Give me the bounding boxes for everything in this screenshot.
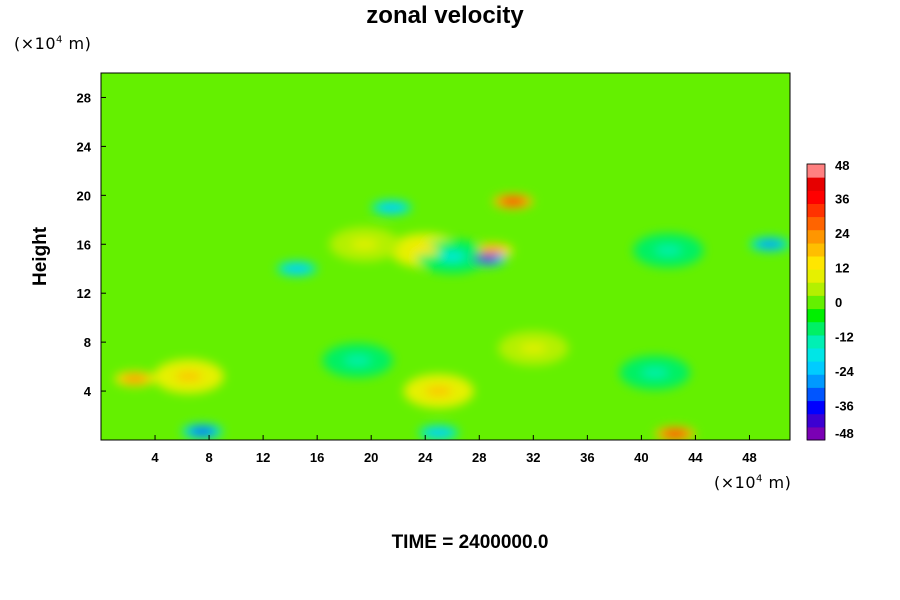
field-feature-core	[654, 246, 682, 255]
field-feature-core	[411, 246, 439, 255]
x-tick-label: 20	[364, 450, 378, 465]
field-features	[114, 194, 790, 440]
colorbar-segment	[807, 269, 825, 283]
field-feature-core	[756, 239, 784, 249]
colorbar-tick-label: 36	[835, 192, 849, 207]
colorbar-segment	[807, 308, 825, 323]
colorbar-segment	[807, 374, 825, 388]
colorbar-segment	[807, 387, 825, 402]
plot-frame	[100, 72, 791, 441]
colorbar-segment	[807, 177, 825, 191]
colorbar-segment	[807, 361, 825, 375]
field-feature-core	[377, 203, 405, 212]
field-feature-core	[438, 252, 466, 261]
colorbar-tick-label: -12	[835, 330, 854, 345]
colorbar-segment	[807, 256, 825, 270]
y-axis: 4 8 12 16 20 24 28	[77, 90, 106, 399]
field-feature-core	[188, 427, 216, 436]
field-feature-core	[661, 429, 689, 439]
field-feature-core	[425, 386, 453, 396]
colorbar-segment	[807, 164, 825, 178]
x-tick-label: 36	[580, 450, 594, 465]
x-tick-label: 44	[688, 450, 703, 465]
time-annotation: TIME = 2400000.0	[391, 532, 549, 553]
colorbar: 48 36 24 12 0 -12 -24 -36 -48	[806, 158, 855, 441]
field-feature-core	[344, 356, 372, 365]
x-axis: 4 8 12 16 20 24 28 32 36 40 44 48	[151, 435, 757, 465]
x-tick-label: 28	[472, 450, 486, 465]
y-tick-label: 28	[77, 90, 91, 105]
plot-area	[101, 73, 790, 440]
colorbar-segment	[807, 334, 825, 349]
field-feature-core	[499, 197, 527, 206]
x-tick-label: 32	[526, 450, 540, 465]
y-tick-label: 20	[77, 188, 91, 203]
x-tick-label: 40	[634, 450, 648, 465]
y-tick-label: 16	[77, 237, 91, 252]
colorbar-segment	[807, 426, 825, 441]
x-tick-label: 24	[418, 450, 433, 465]
colorbar-segment	[807, 413, 825, 428]
colorbar-tick-label: 48	[835, 158, 849, 173]
x-tick-label: 12	[256, 450, 270, 465]
field-feature-core	[479, 246, 507, 255]
colorbar-segment	[807, 203, 825, 218]
chart-title: zonal velocity	[366, 2, 524, 29]
field-feature-core	[175, 372, 203, 381]
y-tick-label: 24	[77, 139, 92, 154]
colorbar-tick-label: -36	[835, 399, 854, 414]
field-feature-core	[350, 239, 378, 249]
field-feature-core	[283, 264, 311, 274]
x-tick-label: 4	[151, 450, 159, 465]
field-feature-core	[641, 368, 669, 377]
x-tick-label: 48	[742, 450, 756, 465]
y-tick-label: 12	[77, 286, 91, 301]
x-tick-label: 8	[205, 450, 212, 465]
field-feature-core	[519, 343, 547, 353]
colorbar-tick-label: -24	[835, 364, 855, 379]
colorbar-segment	[807, 321, 825, 336]
field-feature-core	[472, 254, 500, 264]
colorbar-segment	[807, 348, 825, 362]
y-axis-unit: (×104 m)	[14, 34, 92, 53]
colorbar-frame	[806, 163, 826, 441]
colorbar-segment	[807, 282, 825, 296]
y-tick-label: 8	[84, 335, 91, 350]
colorbar-tick-label: -48	[835, 426, 854, 441]
field-feature-core	[425, 428, 453, 437]
colorbar-segment	[807, 190, 825, 204]
y-tick-label: 4	[84, 384, 92, 399]
colorbar-segment	[807, 400, 825, 415]
field-feature-core	[121, 374, 149, 384]
colorbar-tick-label: 24	[835, 226, 850, 241]
colorbar-segment	[807, 216, 825, 231]
colorbar-segment	[807, 229, 825, 244]
colorbar-tick-label: 12	[835, 261, 849, 276]
colorbar-segment	[807, 295, 825, 310]
x-tick-label: 16	[310, 450, 324, 465]
colorbar-segment	[807, 242, 825, 257]
x-axis-unit: (×104 m)	[714, 473, 792, 492]
colorbar-tick-label: 0	[835, 295, 842, 310]
